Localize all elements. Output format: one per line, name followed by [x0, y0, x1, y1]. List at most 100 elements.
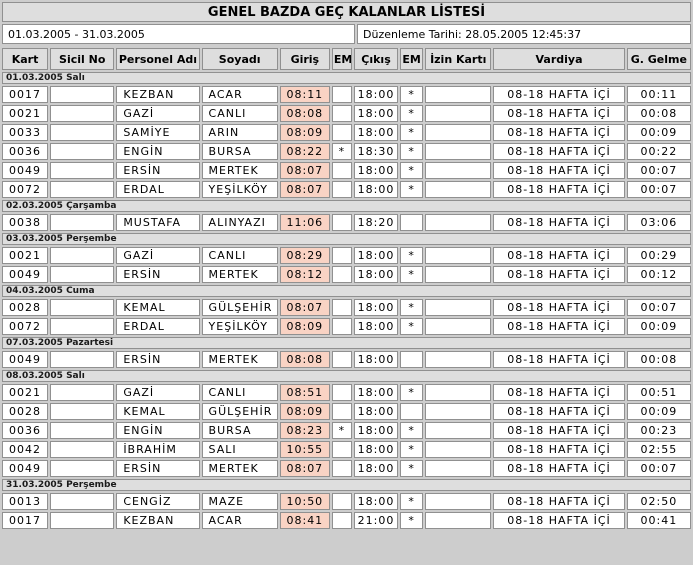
cell-kart: 0017: [2, 86, 49, 103]
cell-em-cikis: *: [400, 493, 424, 510]
cell-soyadi: YEŞİLKÖY: [201, 318, 278, 335]
table-row: 0028 KEMAL GÜLŞEHİR 08:07 18:00 * 08-18 HAFTA …: [2, 299, 691, 316]
cell-sicil-no: [50, 143, 115, 160]
cell-izin-karti: [425, 318, 492, 335]
cell-soyadi: SALI: [201, 441, 278, 458]
cell-vardiya: 08-18 HAFTA İÇİ: [493, 441, 625, 458]
cell-giris: 08:07: [279, 299, 330, 316]
cell-gec-gelme: 00:08: [626, 105, 691, 122]
column-header-gec-gelme: G. Gelme: [626, 48, 691, 70]
cell-kart: 0038: [2, 214, 49, 231]
cell-izin-karti: [425, 441, 492, 458]
cell-izin-karti: [425, 384, 492, 401]
date-group-label: 02.03.2005 Çarşamba: [2, 200, 691, 212]
cell-cikis: 18:00: [353, 384, 399, 401]
cell-sicil-no: [50, 441, 115, 458]
cell-soyadi: ACAR: [201, 86, 278, 103]
cell-izin-karti: [425, 181, 492, 198]
column-header-em-cikis: EM: [400, 48, 424, 70]
cell-sicil-no: [50, 86, 115, 103]
cell-kart: 0049: [2, 460, 49, 477]
cell-kart: 0049: [2, 351, 49, 368]
cell-gec-gelme: 00:29: [626, 247, 691, 264]
cell-cikis: 18:00: [353, 460, 399, 477]
cell-gec-gelme: 02:50: [626, 493, 691, 510]
cell-soyadi: CANLI: [201, 384, 278, 401]
column-header-kart: Kart: [2, 48, 49, 70]
cell-gec-gelme: 00:07: [626, 162, 691, 179]
cell-giris: 08:23: [279, 422, 330, 439]
cell-kart: 0072: [2, 318, 49, 335]
table-row: 0036 ENGİN BURSA 08:22 * 18:30 * 08-18 HAFTA İÇ…: [2, 143, 691, 160]
cell-sicil-no: [50, 422, 115, 439]
cell-giris: 11:06: [279, 214, 330, 231]
cell-vardiya: 08-18 HAFTA İÇİ: [493, 247, 625, 264]
cell-giris: 08:11: [279, 86, 330, 103]
cell-izin-karti: [425, 86, 492, 103]
cell-em-cikis: *: [400, 124, 424, 141]
cell-kart: 0021: [2, 105, 49, 122]
cell-giris: 08:07: [279, 181, 330, 198]
cell-sicil-no: [50, 318, 115, 335]
cell-vardiya: 08-18 HAFTA İÇİ: [493, 493, 625, 510]
late-arrivals-table: Kart Sicil No Personel Adı Soyadı Giriş EM Çık…: [0, 46, 693, 531]
cell-soyadi: MERTEK: [201, 460, 278, 477]
table-row: 0049 ERSİN MERTEK 08:12 18:00 * 08-18 HAFTA İÇ…: [2, 266, 691, 283]
cell-izin-karti: [425, 422, 492, 439]
cell-gec-gelme: 00:23: [626, 422, 691, 439]
cell-gec-gelme: 00:41: [626, 512, 691, 529]
cell-giris: 08:41: [279, 512, 330, 529]
cell-giris: 08:07: [279, 460, 330, 477]
cell-em-cikis: *: [400, 512, 424, 529]
column-header-cikis: Çıkış: [353, 48, 399, 70]
cell-em-giris: [331, 105, 352, 122]
table-row: 0038 MUSTAFA ALINYAZI 11:06 18:20 08-18 HAFTA…: [2, 214, 691, 231]
cell-cikis: 18:00: [353, 247, 399, 264]
cell-em-giris: [331, 86, 352, 103]
cell-em-giris: [331, 124, 352, 141]
cell-em-cikis: [400, 351, 424, 368]
cell-em-giris: [331, 460, 352, 477]
cell-izin-karti: [425, 247, 492, 264]
cell-soyadi: CANLI: [201, 105, 278, 122]
table-row: 0028 KEMAL GÜLŞEHİR 08:09 18:00 08-18 HAFTA İ…: [2, 403, 691, 420]
cell-personel-adi: ERSİN: [116, 351, 200, 368]
table-row: 0013 CENGİZ MAZE 10:50 18:00 * 08-18 HAFTA İÇİ…: [2, 493, 691, 510]
cell-giris: 08:07: [279, 162, 330, 179]
cell-izin-karti: [425, 512, 492, 529]
table-row: 0049 ERSİN MERTEK 08:07 18:00 * 08-18 HAFTA İÇ…: [2, 460, 691, 477]
date-group-label: 07.03.2005 Pazartesi: [2, 337, 691, 349]
report-table-body: Kart Sicil No Personel Adı Soyadı Giriş EM Çık…: [2, 48, 691, 529]
cell-em-giris: [331, 318, 352, 335]
cell-em-giris: *: [331, 422, 352, 439]
cell-em-cikis: *: [400, 441, 424, 458]
cell-sicil-no: [50, 403, 115, 420]
column-header-soyadi: Soyadı: [201, 48, 278, 70]
table-row: 0033 SAMİYE ARIN 08:09 18:00 * 08-18 HAFTA İÇİ…: [2, 124, 691, 141]
date-group-row: 07.03.2005 Pazartesi: [2, 337, 691, 349]
cell-giris: 08:08: [279, 105, 330, 122]
table-row: 0042 İBRAHİM SALI 10:55 18:00 * 08-18 HAFTA İÇ…: [2, 441, 691, 458]
table-row: 0021 GAZİ CANLI 08:29 18:00 * 08-18 HAFTA İÇİ 0…: [2, 247, 691, 264]
date-group-label: 31.03.2005 Perşembe: [2, 479, 691, 491]
cell-sicil-no: [50, 512, 115, 529]
cell-em-cikis: *: [400, 266, 424, 283]
cell-sicil-no: [50, 460, 115, 477]
cell-kart: 0072: [2, 181, 49, 198]
cell-izin-karti: [425, 124, 492, 141]
cell-giris: 08:51: [279, 384, 330, 401]
cell-em-cikis: *: [400, 162, 424, 179]
table-row: 0049 ERSİN MERTEK 08:08 18:00 08-18 HAFTA İÇİ…: [2, 351, 691, 368]
cell-kart: 0028: [2, 403, 49, 420]
cell-gec-gelme: 00:09: [626, 318, 691, 335]
cell-em-giris: [331, 266, 352, 283]
cell-gec-gelme: 00:22: [626, 143, 691, 160]
cell-vardiya: 08-18 HAFTA İÇİ: [493, 86, 625, 103]
cell-personel-adi: ENGİN: [116, 422, 200, 439]
prepared-timestamp: Düzenleme Tarihi: 28.05.2005 12:45:37: [357, 24, 691, 44]
date-group-row: 02.03.2005 Çarşamba: [2, 200, 691, 212]
column-header-giris: Giriş: [279, 48, 330, 70]
cell-soyadi: ACAR: [201, 512, 278, 529]
cell-em-cikis: *: [400, 247, 424, 264]
cell-gec-gelme: 03:06: [626, 214, 691, 231]
